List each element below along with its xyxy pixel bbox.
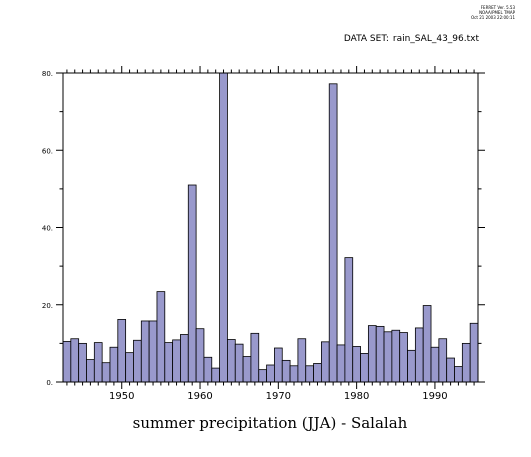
bar-1978: [336, 344, 346, 383]
bar-1992: [446, 357, 455, 383]
bar-1951: [125, 352, 134, 383]
bar-1962: [211, 367, 221, 383]
bar-1984: [383, 331, 393, 383]
bar-1953: [140, 320, 150, 383]
bar-1973: [297, 338, 307, 383]
x-tick-label-1980: 1980: [344, 391, 369, 402]
bar-1986: [399, 332, 408, 383]
bar-1965: [234, 343, 244, 383]
bar-1985: [391, 329, 401, 383]
ferret-version-line: FERRET Ver. 5.53: [480, 5, 515, 10]
bar-1990: [430, 346, 440, 383]
bar-1969: [266, 364, 275, 383]
bar-1994: [461, 342, 471, 383]
bar-1950: [117, 319, 127, 383]
dataset-caption: DATA SET: rain_SAL_43_96.txt: [344, 34, 479, 44]
ferret-date-line: Oct 21 2003 22:00:11: [471, 15, 515, 20]
bar-1943: [62, 341, 72, 383]
ticks-group: [56, 66, 485, 389]
bar-1977: [328, 83, 338, 383]
tick-labels-group: 1950 1960 1970 1980 1990 0. 20. 40. 60. 80.: [42, 70, 448, 402]
bar-1993: [454, 366, 463, 383]
bar-1952: [133, 339, 142, 383]
bar-1968: [258, 369, 267, 383]
ferret-organization-line: NOAA/PMEL TMAP: [479, 10, 515, 15]
dataset-name: rain_SAL_43_96.txt: [392, 34, 479, 44]
bars-group: [62, 72, 479, 383]
bar-1946: [86, 359, 95, 383]
bar-1987: [407, 349, 416, 383]
bar-1974: [305, 365, 314, 383]
bar-1975: [313, 363, 322, 383]
bar-1982: [367, 325, 377, 383]
x-tick-label-1950: 1950: [109, 391, 134, 402]
bar-1963: [219, 72, 228, 383]
bar-1995: [469, 322, 479, 383]
x-tick-label-1990: 1990: [422, 391, 447, 402]
x-tick-label-1970: 1970: [266, 391, 291, 402]
y-tick-label-20: 20.: [42, 302, 53, 310]
bar-1989: [422, 305, 432, 383]
bar-1947: [93, 342, 103, 383]
bar-1983: [375, 325, 385, 383]
y-tick-label-80: 80.: [42, 70, 53, 78]
bar-1988: [414, 327, 424, 383]
bar-1955: [156, 291, 166, 383]
bar-1980: [352, 346, 361, 383]
bar-1976: [320, 341, 330, 383]
bar-1960: [195, 328, 205, 383]
bar-1944: [70, 338, 80, 383]
y-tick-label-0: 0.: [46, 379, 53, 387]
y-tick-label-60: 60.: [42, 147, 53, 155]
x-tick-label-1960: 1960: [187, 391, 212, 402]
bar-1966: [242, 356, 252, 383]
x-axis-label: summer precipitation (JJA) - Salalah: [133, 414, 408, 432]
bar-1948: [101, 362, 111, 383]
bar-1954: [148, 320, 158, 383]
bar-1958: [180, 334, 189, 383]
bar-1959: [187, 184, 197, 383]
bar-1961: [203, 356, 213, 383]
bar-1945: [78, 342, 87, 383]
bar-1957: [172, 339, 181, 383]
y-tick-label-40: 40.: [42, 225, 53, 233]
bar-1964: [227, 339, 236, 383]
bar-1981: [360, 353, 369, 383]
bar-1970: [274, 347, 283, 383]
bar-1991: [438, 338, 448, 383]
bar-1949: [109, 346, 119, 383]
bar-1956: [164, 342, 174, 383]
bar-1972: [289, 365, 299, 383]
bar-1967: [250, 332, 260, 383]
bar-1979: [344, 257, 354, 383]
dataset-label: DATA SET:: [343, 34, 389, 44]
bar-1971: [281, 359, 291, 383]
